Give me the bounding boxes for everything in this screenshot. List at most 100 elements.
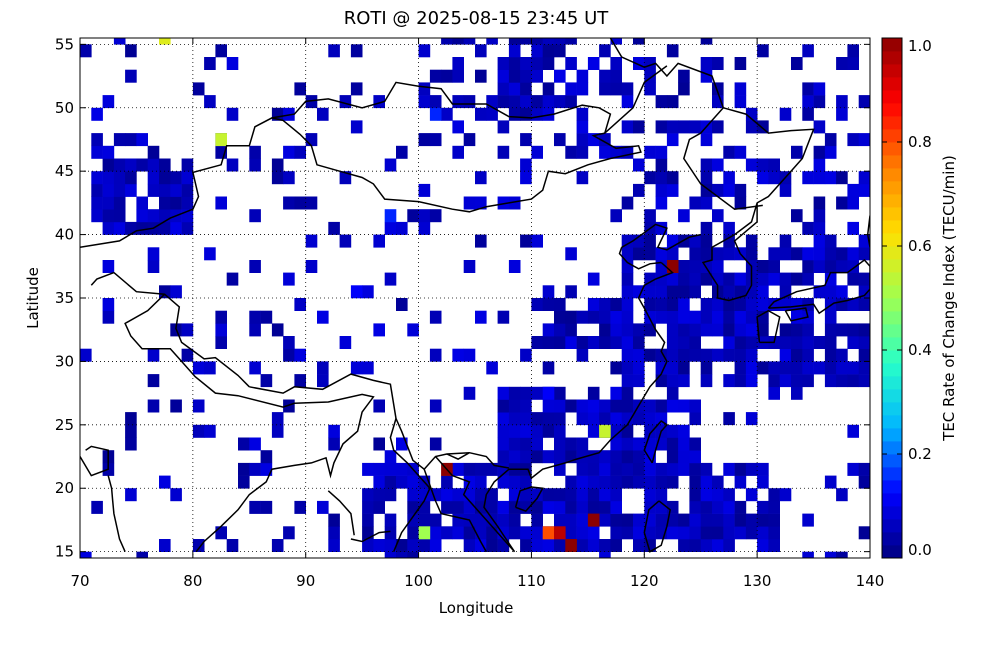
coastline-path [514, 486, 544, 512]
roti-cell [520, 38, 532, 45]
colorbar-segment [882, 350, 902, 364]
roti-cell [599, 412, 611, 426]
roti-cell [712, 95, 724, 109]
roti-cell [666, 120, 679, 134]
roti-cell [700, 196, 713, 210]
roti-cell [779, 323, 792, 337]
roti-cell [824, 310, 837, 324]
roti-cell [531, 44, 543, 58]
roti-notable-cell [215, 133, 227, 147]
roti-cell [791, 361, 803, 375]
roti-cell [813, 120, 826, 134]
roti-cell [610, 57, 622, 70]
roti-cell [599, 145, 611, 159]
roti-cell [362, 462, 374, 476]
roti-cell [441, 475, 453, 489]
y-tick-label: 30 [55, 352, 74, 370]
roti-cell [791, 272, 803, 286]
roti-cell [497, 57, 510, 70]
roti-cell [678, 82, 690, 96]
roti-cell [441, 107, 453, 121]
roti-cell [373, 475, 385, 489]
roti-cell [723, 462, 735, 476]
roti-cell [757, 462, 769, 476]
roti-cell [723, 183, 735, 197]
roti-cell [486, 488, 498, 502]
roti-cell [283, 171, 295, 185]
roti-cell [621, 272, 634, 286]
roti-cell [147, 158, 160, 172]
roti-cell [587, 298, 600, 311]
roti-cell [587, 133, 600, 147]
roti-cell [587, 475, 600, 489]
roti-cell [125, 183, 137, 197]
roti-cell [497, 310, 510, 324]
roti-cell [565, 285, 577, 299]
roti-cell [757, 361, 769, 375]
roti-cell [317, 374, 329, 388]
roti-cell [858, 133, 871, 147]
roti-cell [655, 513, 668, 527]
roti-cell [802, 95, 814, 109]
roti-cell [678, 450, 690, 464]
roti-cell [858, 462, 871, 476]
roti-cell [136, 196, 148, 210]
roti-cell [531, 386, 543, 400]
roti-cell [723, 500, 735, 514]
roti-cell [463, 348, 476, 362]
roti-cell [542, 539, 555, 552]
roti-cell [813, 171, 826, 185]
roti-cell [554, 336, 566, 349]
roti-cell [621, 361, 634, 375]
roti-notable-cell [565, 539, 577, 552]
roti-cell [621, 82, 634, 96]
roti-cell [271, 158, 284, 172]
roti-cell [542, 361, 555, 375]
roti-cell [113, 221, 126, 235]
roti-cell [824, 361, 837, 375]
roti-cell [429, 513, 442, 527]
roti-cell [723, 298, 735, 311]
roti-cell [813, 196, 826, 210]
roti-cell [554, 500, 566, 514]
roti-cell [847, 272, 859, 286]
roti-cell [373, 399, 385, 413]
roti-cell [497, 424, 510, 438]
roti-cell [633, 247, 645, 261]
roti-cell [283, 196, 295, 210]
roti-cell [655, 462, 668, 476]
coastline-path [604, 65, 668, 134]
roti-cell [633, 526, 645, 540]
roti-cell [328, 44, 340, 58]
roti-cell [666, 95, 679, 109]
roti-cell [689, 196, 701, 210]
roti-cell [587, 450, 600, 464]
roti-cell [542, 285, 555, 299]
roti-cell [700, 260, 713, 273]
roti-cell [723, 539, 735, 552]
roti-cell [576, 145, 589, 159]
roti-cell [531, 437, 543, 451]
roti-cell [418, 183, 431, 197]
roti-cell [666, 234, 679, 248]
roti-cell [407, 323, 419, 337]
roti-cell [847, 374, 859, 388]
roti-cell [723, 513, 735, 527]
roti-cell [655, 221, 668, 235]
roti-cell [181, 196, 194, 210]
roti-cell [802, 82, 814, 96]
colorbar-segment [882, 194, 902, 208]
roti-cell [283, 272, 295, 286]
x-axis-ticks: 70 80 90 100 110 120 130 140 [70, 38, 884, 590]
roti-cell [678, 260, 690, 273]
roti-cell [328, 539, 340, 552]
colorbar-segment [882, 493, 902, 507]
roti-cell [463, 462, 476, 476]
roti-cell [599, 298, 611, 311]
roti-cell [689, 272, 701, 286]
roti-cell [204, 247, 216, 261]
roti-cell [678, 120, 690, 134]
roti-cell [858, 285, 871, 299]
roti-cell [159, 209, 171, 223]
roti-cell [723, 285, 735, 299]
